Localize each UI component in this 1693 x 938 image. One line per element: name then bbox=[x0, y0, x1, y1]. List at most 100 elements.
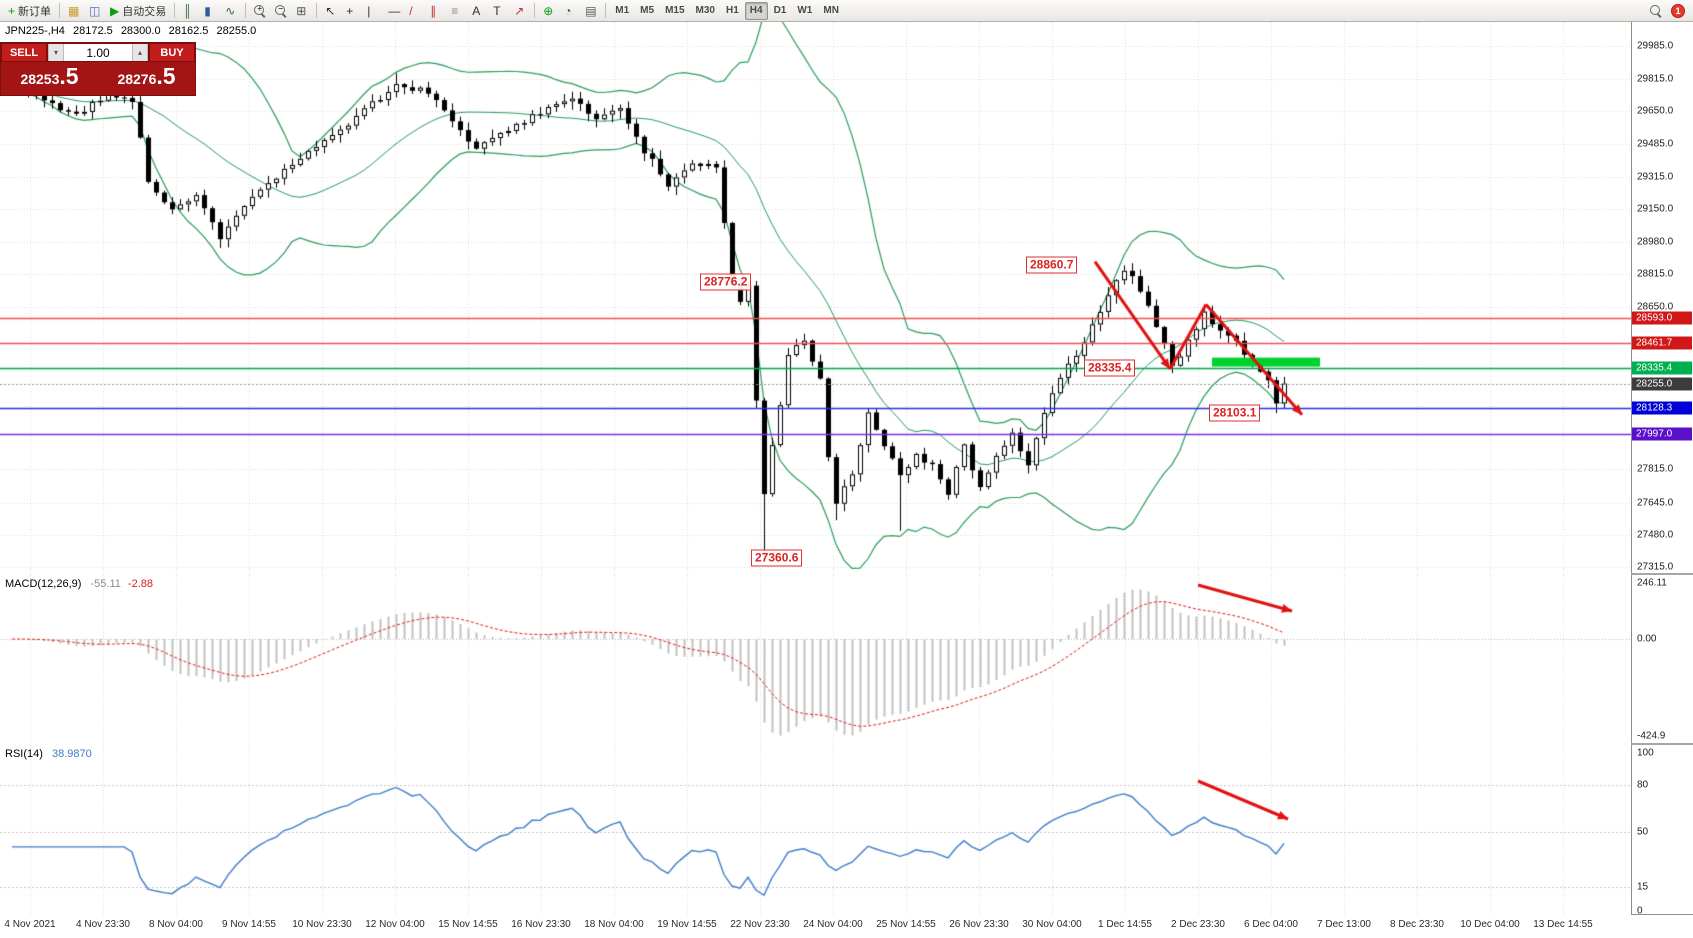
rsi-axis-label: 0 bbox=[1637, 905, 1643, 917]
new-order-button[interactable]: + 新订单 bbox=[4, 2, 55, 20]
price-axis-label: 29150.0 bbox=[1637, 203, 1674, 215]
new-order-icon: + bbox=[8, 3, 16, 18]
macd-axis-label: -424.9 bbox=[1637, 730, 1666, 742]
text-button[interactable]: A bbox=[468, 2, 488, 20]
time-axis-label: 8 Dec 23:30 bbox=[1390, 919, 1444, 930]
macd-panel[interactable]: MACD(12,26,9) -55.11 -2.88 246.11 0.00 -42… bbox=[0, 575, 1693, 745]
price-axis-tag: 28593.0 bbox=[1632, 311, 1692, 325]
timeframe-m15[interactable]: M15 bbox=[660, 2, 689, 20]
candlestick-chart-button[interactable]: ▮ bbox=[200, 2, 220, 20]
crosshair-button[interactable]: + bbox=[342, 2, 362, 20]
rsi-canvas[interactable] bbox=[0, 745, 1631, 915]
line-chart-button[interactable]: ∿ bbox=[221, 2, 241, 20]
macd-value: -55.11 bbox=[90, 578, 121, 590]
fibonacci-button[interactable]: ≡ bbox=[447, 2, 467, 20]
rsi-value: 38.9870 bbox=[51, 748, 92, 760]
chart-low-value: 28162.5 bbox=[168, 25, 209, 37]
new-chart-button[interactable]: ▦ bbox=[64, 2, 84, 20]
price-annotation[interactable]: 28776.2 bbox=[700, 273, 752, 291]
rsi-header: RSI(14) 38.9870 bbox=[5, 748, 92, 760]
time-axis[interactable]: 4 Nov 2021 4 Nov 23:30 8 Nov 04:00 9 Nov 14… bbox=[0, 915, 1693, 938]
time-axis-label: 10 Dec 04:00 bbox=[1460, 919, 1520, 930]
rsi-axis-label: 50 bbox=[1637, 826, 1649, 838]
timeframe-m1-label: M1 bbox=[615, 5, 630, 16]
volume-input[interactable]: 1.00 bbox=[86, 45, 110, 60]
rsi-axis[interactable]: 100 80 50 15 0 bbox=[1631, 745, 1693, 917]
time-axis-label: 9 Nov 14:55 bbox=[222, 919, 276, 930]
notifications-button[interactable]: 1 bbox=[1667, 2, 1689, 20]
time-axis-label: 18 Nov 04:00 bbox=[584, 919, 644, 930]
timeframe-h1-label: H1 bbox=[725, 5, 739, 16]
timeframe-h1[interactable]: H1 bbox=[721, 2, 744, 20]
macd-axis[interactable]: 246.11 0.00 -424.9 bbox=[1631, 575, 1693, 743]
rsi-panel[interactable]: RSI(14) 38.9870 100 80 50 15 0 bbox=[0, 745, 1693, 917]
timeframe-h4[interactable]: H4 bbox=[744, 1, 768, 20]
channel-icon: ∥ bbox=[430, 3, 437, 18]
indicators-icon: ⊕ bbox=[543, 3, 554, 18]
search-button[interactable] bbox=[1646, 2, 1666, 20]
label-button[interactable]: T bbox=[489, 2, 509, 20]
new-chart-icon: ▦ bbox=[68, 3, 80, 18]
volume-increase-button[interactable]: ▴ bbox=[132, 44, 148, 61]
timeframe-h4-label: H4 bbox=[749, 5, 763, 16]
chart-ohlc-header: JPN225-,H4 28172.5 28300.0 28162.5 28255… bbox=[5, 25, 261, 37]
vertical-line-button[interactable]: | bbox=[363, 2, 383, 20]
sell-button[interactable]: SELL bbox=[1, 43, 47, 62]
price-axis[interactable]: 29985.0 29815.0 29650.0 29485.0 29315.0 29150… bbox=[1631, 22, 1693, 573]
price-axis-label: 28980.0 bbox=[1637, 236, 1674, 248]
time-axis-label: 7 Dec 13:00 bbox=[1317, 919, 1371, 930]
toolbar-separator bbox=[174, 3, 176, 18]
horizontal-line-button[interactable]: — bbox=[384, 2, 404, 20]
price-annotation[interactable]: 28103.1 bbox=[1209, 404, 1261, 422]
buy-button[interactable]: BUY bbox=[149, 43, 195, 62]
toolbar-separator bbox=[245, 3, 247, 18]
timeframe-m1[interactable]: M1 bbox=[610, 2, 634, 20]
macd-canvas[interactable] bbox=[0, 575, 1631, 745]
rsi-axis-label: 100 bbox=[1637, 747, 1654, 759]
bar-chart-button[interactable]: ║ bbox=[179, 2, 199, 20]
indicators-button[interactable]: ⊕ bbox=[539, 2, 559, 20]
time-axis-label: 22 Nov 23:30 bbox=[730, 919, 790, 930]
price-axis-label: 29650.0 bbox=[1637, 105, 1674, 117]
timeframe-w1[interactable]: W1 bbox=[792, 2, 817, 20]
zoom-out-icon: − bbox=[275, 4, 287, 17]
price-axis-tag: 27997.0 bbox=[1632, 427, 1692, 441]
timeframe-m30[interactable]: M30 bbox=[691, 2, 720, 20]
trendline-button[interactable]: / bbox=[405, 2, 425, 20]
volume-field: ▾ 1.00 ▴ bbox=[47, 43, 149, 62]
time-axis-label: 16 Nov 23:30 bbox=[511, 919, 571, 930]
channel-button[interactable]: ∥ bbox=[426, 2, 446, 20]
rsi-indicator-name: RSI(14) bbox=[5, 748, 43, 760]
price-axis-label: 29985.0 bbox=[1637, 40, 1674, 52]
bar-chart-icon: ║ bbox=[183, 3, 192, 18]
sell-price[interactable]: 28253 .5 bbox=[1, 62, 98, 95]
timeframe-d1[interactable]: D1 bbox=[769, 2, 792, 20]
price-annotation[interactable]: 28860.7 bbox=[1026, 256, 1078, 274]
price-axis-label: 28815.0 bbox=[1637, 268, 1674, 280]
time-axis-label: 24 Nov 04:00 bbox=[803, 919, 863, 930]
timeframe-m30-label: M30 bbox=[695, 5, 715, 16]
buy-price-pips: .5 bbox=[156, 63, 176, 89]
cursor-button[interactable]: ↖ bbox=[321, 2, 341, 20]
time-axis-label: 15 Nov 14:55 bbox=[438, 919, 498, 930]
zoom-in-button[interactable]: + bbox=[250, 2, 270, 20]
templates-button[interactable]: ▤ bbox=[581, 2, 601, 20]
arrows-button[interactable]: ↗ bbox=[510, 2, 530, 20]
price-chart-panel[interactable]: 28776.2 28860.7 28335.4 28103.1 27360.6 JPN2… bbox=[0, 22, 1693, 575]
cursor-icon: ↖ bbox=[325, 3, 336, 18]
volume-decrease-button[interactable]: ▾ bbox=[48, 44, 64, 61]
price-chart-canvas[interactable] bbox=[0, 22, 1631, 575]
profiles-button[interactable]: ◫ bbox=[85, 2, 105, 20]
timeframe-mn[interactable]: MN bbox=[818, 2, 844, 20]
price-annotation[interactable]: 27360.6 bbox=[751, 549, 803, 567]
periods-button[interactable]: ◔ bbox=[560, 2, 580, 20]
timeframe-m5-label: M5 bbox=[640, 5, 655, 16]
zoom-out-button[interactable]: − bbox=[271, 2, 291, 20]
auto-trading-button[interactable]: ▶ 自动交易 bbox=[106, 2, 170, 20]
line-chart-icon: ∿ bbox=[225, 3, 236, 18]
timeframe-m5[interactable]: M5 bbox=[635, 2, 659, 20]
price-axis-label: 27480.0 bbox=[1637, 529, 1674, 541]
price-annotation[interactable]: 28335.4 bbox=[1084, 359, 1136, 377]
tile-windows-button[interactable]: ⊞ bbox=[292, 2, 312, 20]
buy-price[interactable]: 28276 .5 bbox=[98, 62, 195, 95]
